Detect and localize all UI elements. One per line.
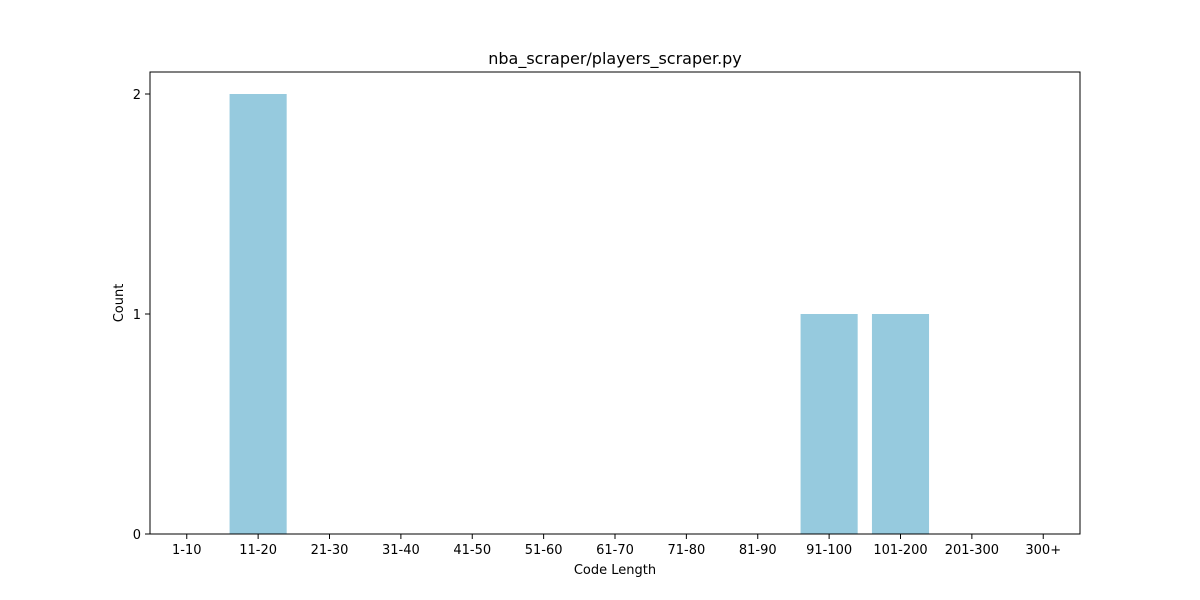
x-tick-label: 101-200 — [873, 543, 927, 558]
y-axis-label: Count — [112, 284, 127, 323]
x-tick-label: 31-40 — [382, 543, 420, 558]
x-axis: 1-10 11-20 21-30 31-40 41-50 51-60 61-70 71-80 8… — [172, 534, 1061, 558]
x-tick-label: 1-10 — [172, 543, 202, 558]
x-tick-label: 201-300 — [945, 543, 999, 558]
x-tick-label: 300+ — [1025, 543, 1061, 558]
x-tick-label: 11-20 — [239, 543, 277, 558]
bar-101-200 — [871, 314, 930, 534]
chart-title: nba_scraper/players_scraper.py — [488, 49, 742, 69]
y-tick-label: 2 — [133, 88, 141, 103]
x-tick-label: 51-60 — [525, 543, 563, 558]
y-axis: 0 1 2 — [133, 88, 150, 543]
x-tick-label: 91-100 — [806, 543, 852, 558]
y-tick-label: 1 — [133, 308, 141, 323]
y-tick-label: 0 — [133, 528, 141, 543]
x-tick-label: 81-90 — [739, 543, 777, 558]
bar-11-20 — [229, 94, 287, 534]
x-tick-label: 61-70 — [596, 543, 634, 558]
x-tick-label: 71-80 — [667, 543, 705, 558]
plot-frame — [149, 71, 1081, 535]
x-tick-label: 21-30 — [311, 543, 349, 558]
bar-91-100 — [800, 314, 858, 534]
x-axis-label: Code Length — [574, 563, 656, 578]
x-tick-label: 41-50 — [453, 543, 491, 558]
bars-group — [229, 94, 930, 534]
